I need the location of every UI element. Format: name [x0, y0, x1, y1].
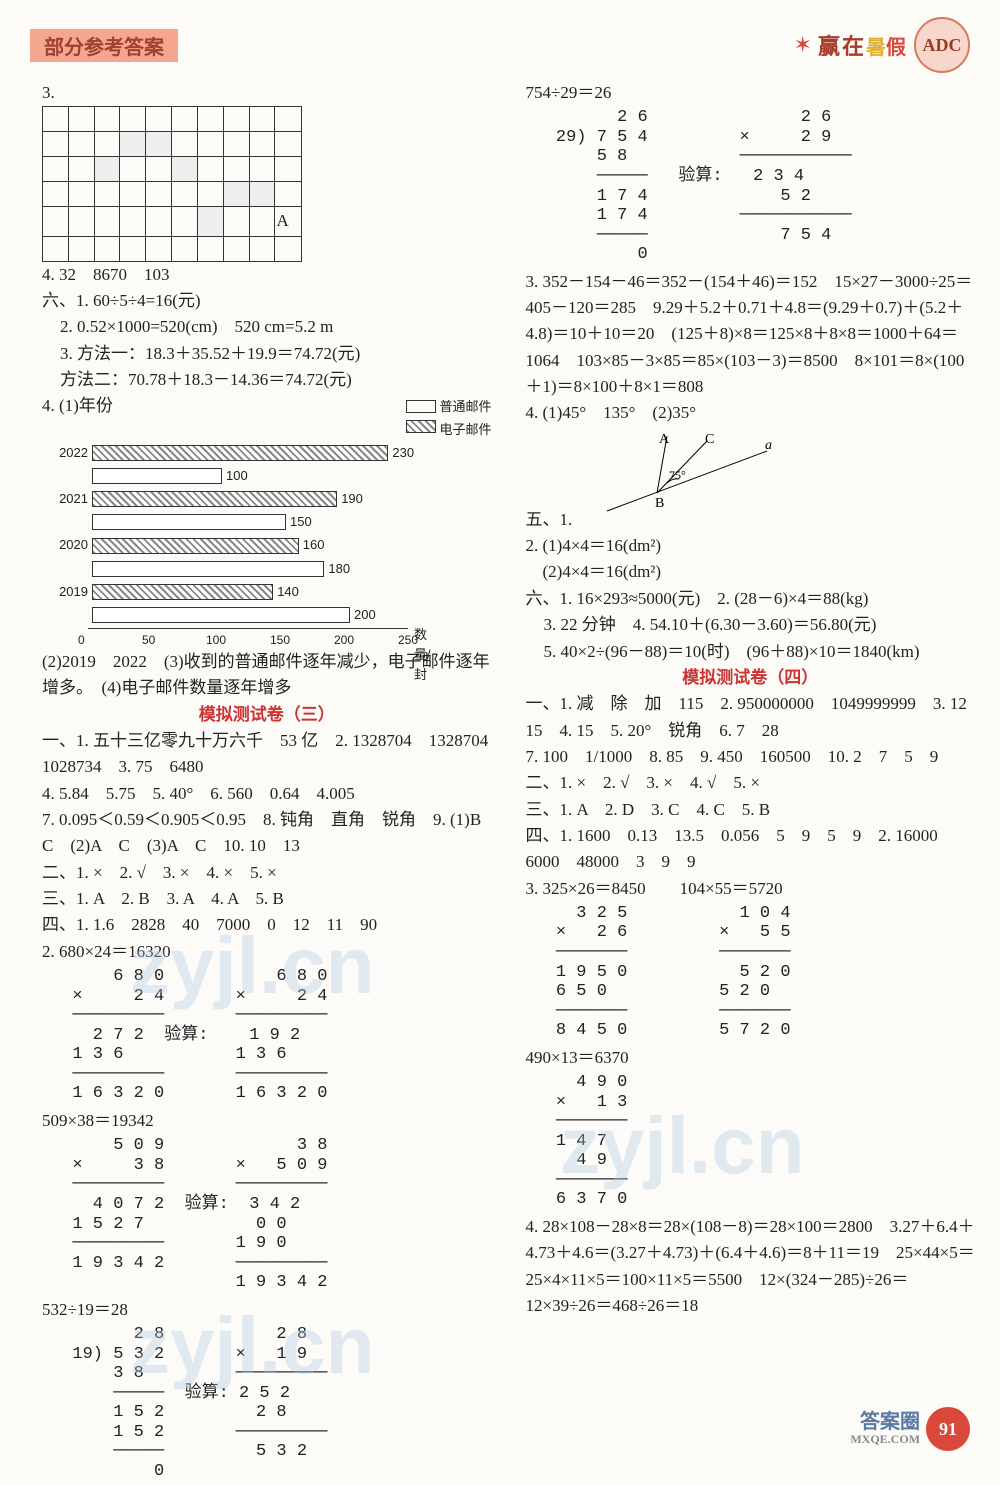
l6-2: 2. 0.52×1000=520(cm) 520 cm=5.2 m — [42, 314, 492, 340]
t4-4b: 4. 28×108－28×8＝28×(108－8)＝28×100＝2800 3.… — [526, 1214, 976, 1319]
t3-2: 二、1. × 2. √ 3. × 4. × 5. × — [42, 860, 492, 886]
page-footer: 答案圈 MXQE.COM 91 — [850, 1407, 970, 1451]
t3-d1: 532÷19＝28 — [42, 1297, 492, 1323]
r5-2: 2. (1)4×4＝16(dm²) (2)4×4＝16(dm²) — [526, 533, 976, 586]
star-icon: ✶ — [794, 32, 812, 58]
l6-4-wrap: 4. (1)年份 普通邮件 — [42, 393, 492, 419]
title-jia: 假 — [886, 31, 906, 60]
page-number: 91 — [926, 1407, 970, 1451]
r4: 4. (1)45° 135° (2)35° — [526, 400, 976, 426]
mult1: 6 8 0 6 8 0 × 2 4 × 2 4 ───────── ──────… — [52, 967, 492, 1104]
title-zai: 在 — [842, 29, 864, 61]
r6-3: 3. 22 分钟 4. 54.10＋(6.30－3.60)＝56.80(元) — [526, 612, 976, 638]
mult2: 5 0 9 3 8 × 3 8 × 5 0 9 ───────── ──────… — [52, 1136, 492, 1292]
t3-7: 7. 0.095＜0.59＜0.905＜0.95 8. 钝角 直角 锐角 9. … — [42, 807, 492, 860]
angle-a: a — [765, 438, 772, 453]
page-header: 部分参考答案 ✶ 赢 在 暑 假 ADC — [0, 0, 1000, 80]
t4-2: 二、1. × 2. √ 3. × 4. √ 5. × — [526, 770, 976, 796]
t4-m: 3. 325×26＝8450 104×55＝5720 — [526, 876, 976, 902]
hbar-chart: 2022230100202119015020201601802019140200… — [42, 443, 492, 649]
title-shu: 暑 — [866, 31, 886, 60]
t4-m2: 490×13＝6370 — [526, 1045, 976, 1071]
q4: 4. 32 8670 103 — [42, 262, 492, 288]
sec6r: 六、1. 16×293≈5000(元) 2. (28－6)×4＝88(kg) — [526, 586, 976, 612]
t4-3: 三、1. A 2. D 3. C 4. C 5. B — [526, 797, 976, 823]
angle-deg: 75° — [669, 468, 686, 482]
mult3: 3 2 5 1 0 4 × 2 6 × 5 5 ─────── ─────── … — [536, 904, 976, 1041]
legend-hatch: 电子邮件 — [439, 420, 491, 440]
right-column: 754÷29＝26 2 6 2 6 29) 7 5 4 × 2 9 5 8 ──… — [508, 80, 976, 1485]
t3-m1: 2. 680×24＝16320 — [42, 939, 492, 965]
legend-plain: 普通邮件 — [439, 397, 491, 417]
adc-badge: ADC — [914, 17, 970, 73]
t3-1: 一、1. 五十三亿零九十万六千 53 亿 2. 1328704 1328704 … — [42, 728, 492, 781]
left-column: 3. A 4. 32 8670 103 六、1. 60÷5÷4=16(元) 2.… — [42, 80, 508, 1485]
t3-3: 三、1. A 2. B 3. A 4. A 5. B — [42, 886, 492, 912]
corner1: 答案圈 — [850, 1411, 920, 1433]
l6-4: 4. (1)年份 — [42, 393, 113, 419]
l6-3b: 方法二：70.78＋18.3－14.36＝74.72(元) — [42, 367, 492, 393]
t4-7: 7. 100 1/1000 8. 85 9. 450 160500 10. 2 … — [526, 744, 976, 770]
t4-1: 一、1. 减 除 加 115 2. 950000000 1049999999 3… — [526, 691, 976, 744]
content-columns: 3. A 4. 32 8670 103 六、1. 60÷5÷4=16(元) 2.… — [0, 80, 1000, 1485]
test4-title: 模拟测试卷（四） — [526, 665, 976, 691]
r-top: 754÷29＝26 — [526, 80, 976, 106]
angle-A: A — [659, 432, 670, 447]
header-left-badge: 部分参考答案 — [30, 29, 178, 62]
grid-figure: A — [42, 106, 302, 261]
angle-B: B — [655, 496, 664, 511]
title-ying: 赢 — [818, 29, 840, 61]
q3-label: 3. — [42, 80, 492, 106]
legend-row2: 电子邮件 — [42, 420, 492, 440]
t3-4: 4. 5.84 5.75 5. 40° 6. 560 0.64 4.005 — [42, 781, 492, 807]
t3-4s: 四、1. 1.6 2828 40 7000 0 12 11 90 — [42, 912, 492, 938]
test3-title: 模拟测试卷（三） — [42, 702, 492, 728]
t3-m2: 509×38＝19342 — [42, 1108, 492, 1134]
r6-5: 5. 40×2÷(96－88)＝10(时) (96＋88)×10＝1840(km… — [526, 639, 976, 665]
angle-C: C — [705, 432, 714, 447]
r3: 3. 352－154－46＝352－(154＋46)＝152 15×27－300… — [526, 269, 976, 401]
div2: 2 6 2 6 29) 7 5 4 × 2 9 5 8 ─────────── … — [536, 108, 976, 264]
t4-4: 四、1. 1600 0.13 13.5 0.056 5 9 5 9 2. 160… — [526, 823, 976, 876]
sec6-1: 六、1. 60÷5÷4=16(元) — [42, 288, 492, 314]
mult4: 4 9 0 × 1 3 ─────── 1 4 7 4 9 ─────── 6 … — [536, 1073, 976, 1210]
div1: 2 8 2 8 19) 5 3 2 × 1 9 3 8 ───────── ──… — [52, 1325, 492, 1481]
angle-diagram: A C a 75° B — [597, 431, 777, 521]
l6-3a: 3. 方法一：18.3＋35.52＋19.9＝74.72(元) — [42, 341, 492, 367]
sec5: 五、1. — [526, 510, 573, 529]
corner2: MXQE.COM — [850, 1433, 920, 1446]
header-right: ✶ 赢 在 暑 假 ADC — [794, 17, 970, 73]
